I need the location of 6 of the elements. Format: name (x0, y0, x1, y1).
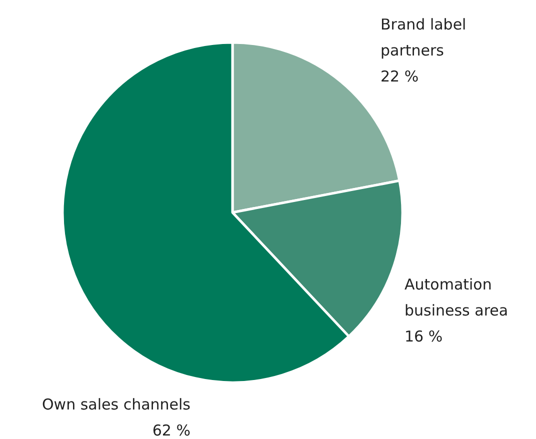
slice-label: Own sales channels (42, 396, 191, 414)
data-label: 62 % (152, 422, 190, 439)
data-label: 22 % (380, 68, 419, 86)
slice-label: Brand label partners (380, 16, 466, 60)
data-label: 16 % (404, 328, 443, 346)
slice-label: Automation business area (404, 276, 508, 320)
